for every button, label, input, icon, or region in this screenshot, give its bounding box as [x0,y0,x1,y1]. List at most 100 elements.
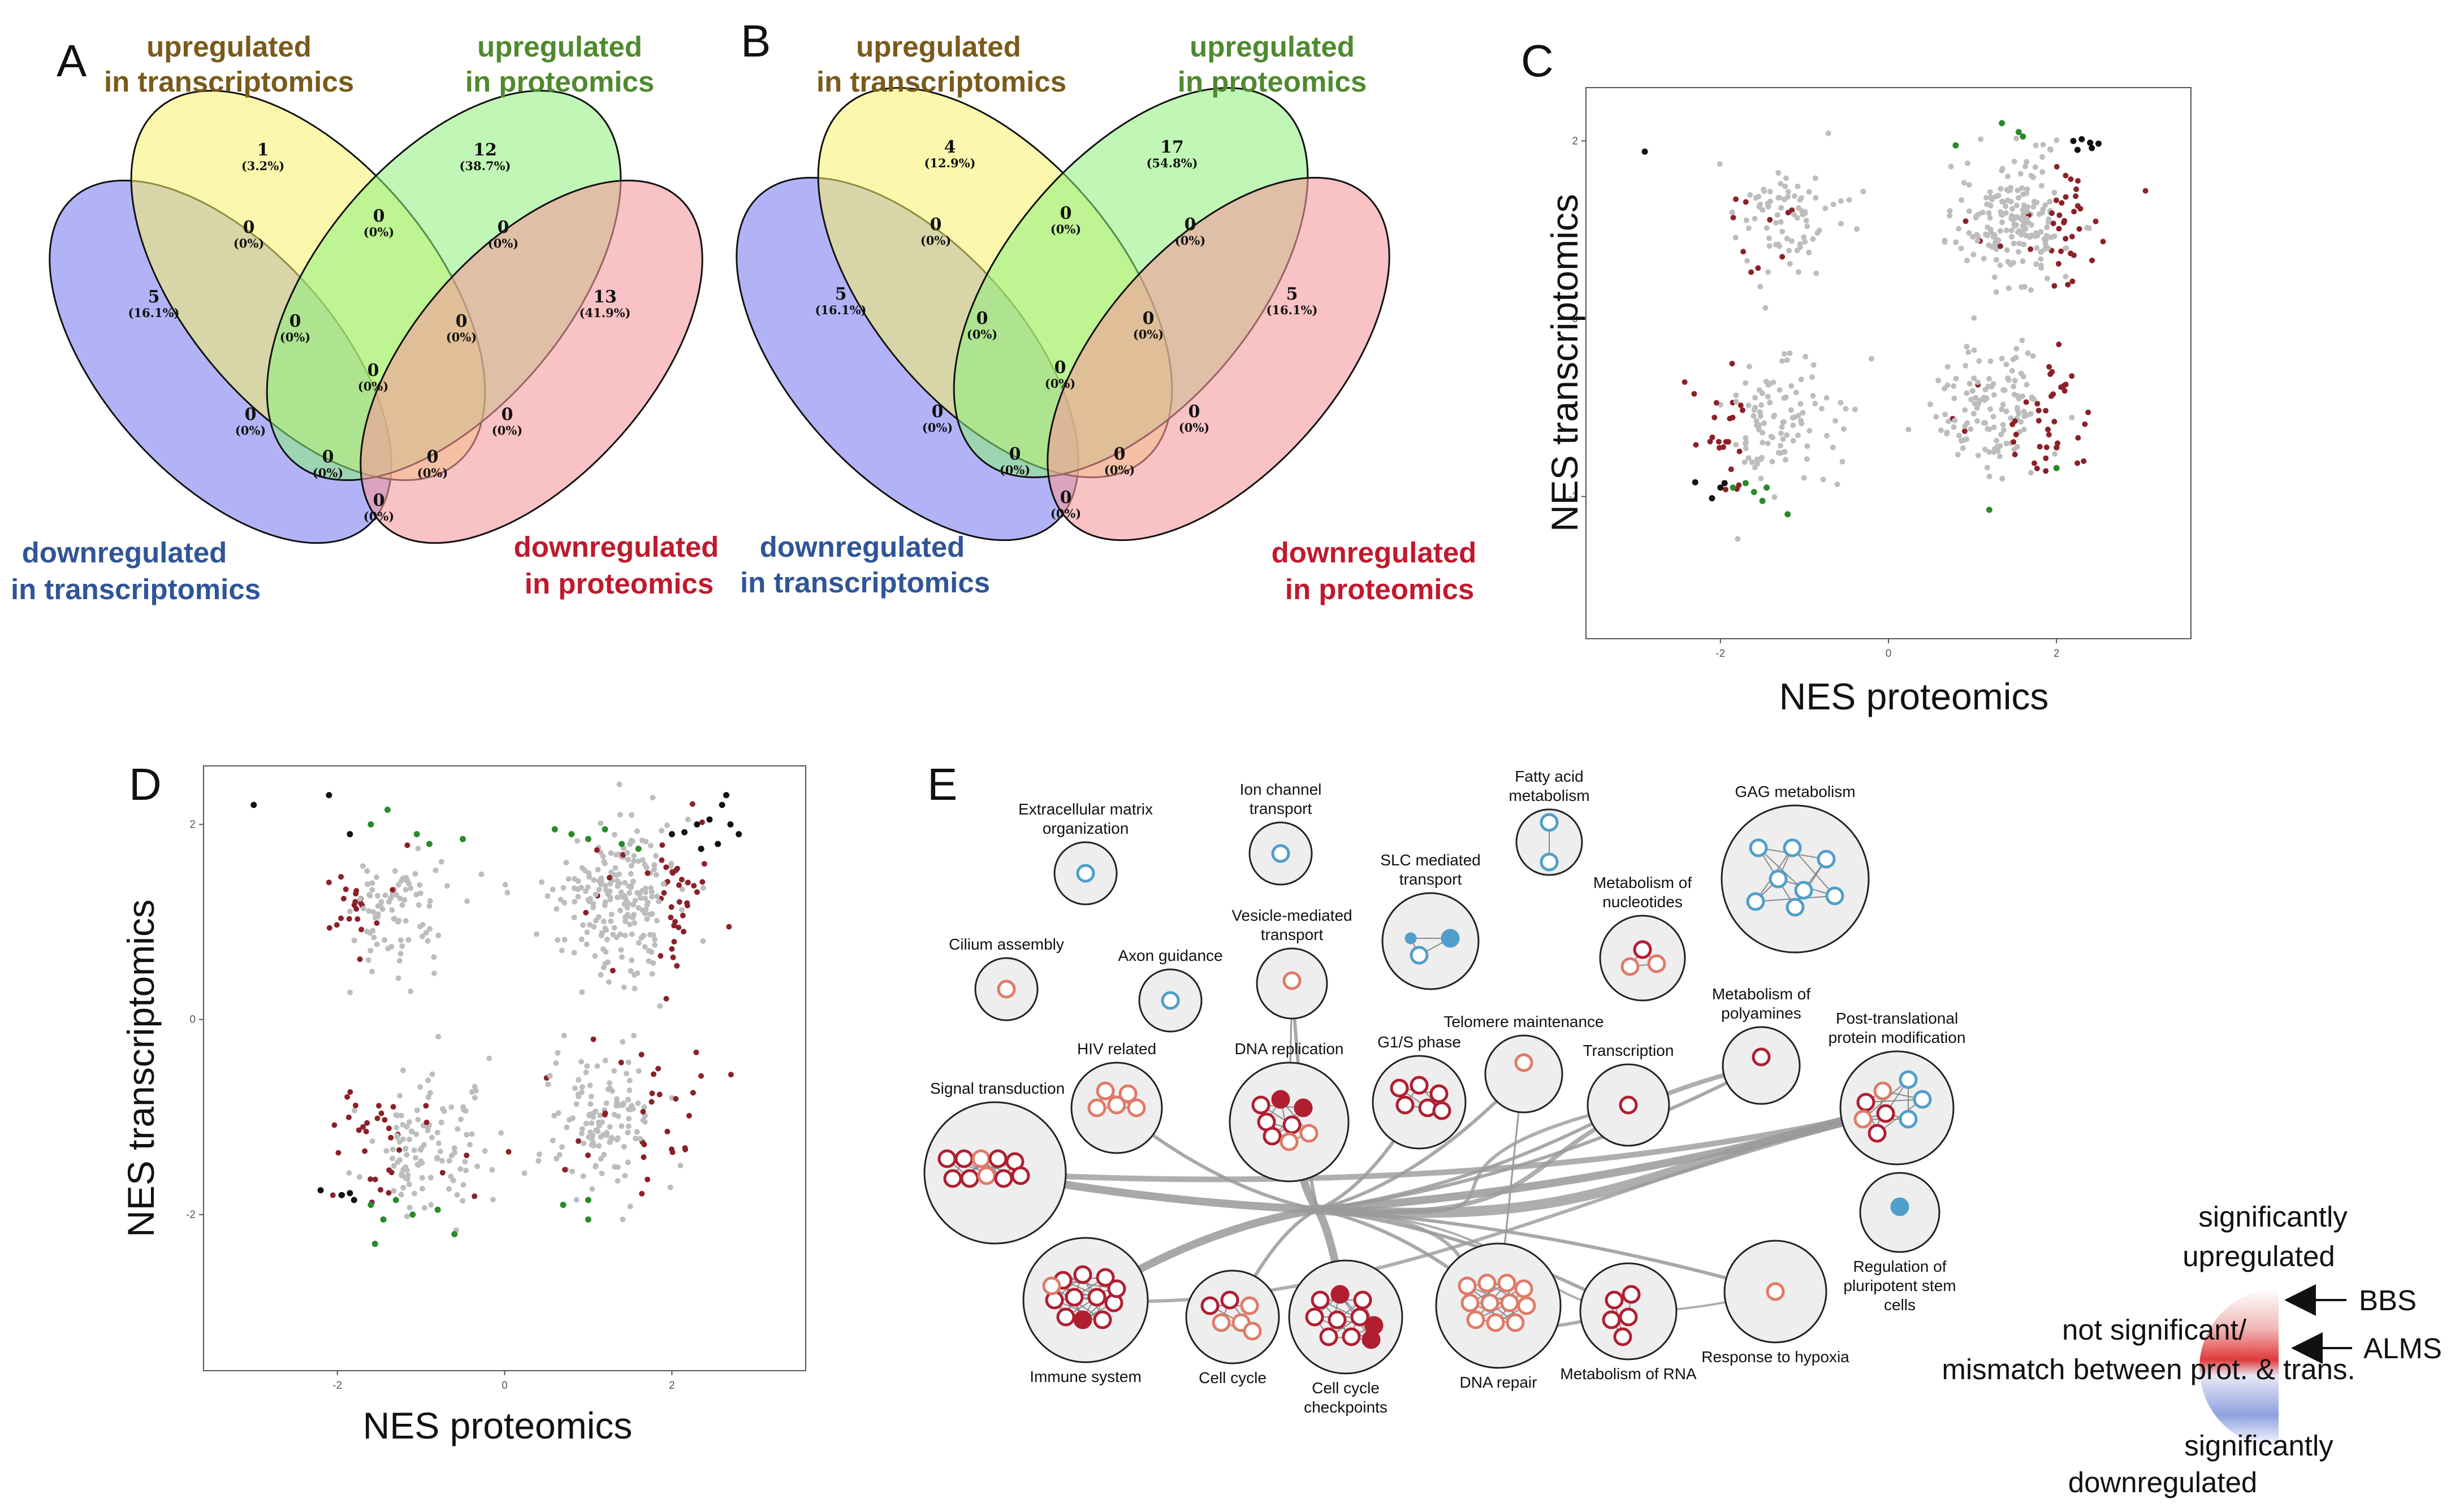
panel-label-c: C [1521,36,1554,86]
scatter-c-point [1779,424,1785,430]
network-node [1766,1282,1785,1301]
scatter-c-point [1964,344,1970,350]
scatter-d-point [425,1077,431,1084]
scatter-d-point [626,1077,633,1084]
scatter-c-point [1854,226,1860,232]
scatter-d-point [374,893,381,899]
scatter-c-point [2013,135,2020,141]
panel-label-e: E [927,759,957,809]
network-node [1890,1197,1909,1216]
scatter-d-point [579,989,585,995]
scatter-c-point [2042,202,2048,208]
scatter-d-point [572,1085,578,1091]
scatter-c-point [2020,393,2026,399]
venn-a-count-blue-red: 0 [373,491,385,510]
scatter-c-point [1758,402,1765,408]
network-node [1096,1268,1115,1287]
cluster-hypoxia-label: Response to hypoxia [1701,1348,1849,1366]
network-node [1410,946,1429,965]
scatter-c-point [1991,392,1997,398]
venn-a-title-down-trans-1: downregulated [22,536,227,569]
venn-a-count-yellow-green-red: 0 [456,311,468,331]
venn-a-count-red-only: 13 [593,287,617,307]
scatter-c-point [1946,418,1952,424]
scatter-d-point [640,1108,646,1115]
scatter-d-point [674,963,680,969]
scatter-d-point [644,902,650,908]
scatter-d-point [690,1090,696,1096]
venn-a-pct-yellow-green-red: (0%) [446,330,477,344]
scatter-c-point [1997,262,2003,268]
scatter-c-point [1773,220,1779,226]
venn-b-title-up-prot-2: in proteomics [1178,66,1367,98]
venn-b-pct-yellow-green-red: (0%) [1133,327,1164,341]
venn-b-pct-blue-red: (0%) [1051,506,1081,521]
scatter-d-point [579,1130,585,1137]
scatter-d-point [573,1101,580,1107]
scatter-c-point [2081,458,2087,464]
scatter-c-point [1682,379,1688,385]
scatter-c-point [2022,163,2028,170]
scatter-d-point-black [723,792,729,799]
scatter-c-point [2052,451,2058,457]
cluster-ptm-bubble [1839,1050,1955,1166]
scatter-c-point-green [1742,480,1749,487]
scatter-c-point [1728,466,1734,473]
scatter-d-point [615,1164,621,1170]
scatter-c-point [2018,370,2024,376]
scatter-c-point [1756,422,1762,428]
scatter-d-point [340,895,347,902]
scatter-d-point [593,891,599,898]
scatter-c-point [2023,399,2029,405]
scatter-d-point [670,954,676,960]
scatter-d-point [343,886,349,893]
scatter-d-point [374,920,380,926]
network-node [1127,1098,1146,1117]
scatter-c-point [1757,284,1764,289]
scatter-d-point [386,1125,392,1132]
scatter-d-point [464,1132,470,1138]
scatter-c-point [1942,237,1948,244]
scatter-d-point-black [668,831,675,838]
scatter-d-point [596,886,602,893]
scatter-d-point [576,1077,582,1083]
scatter-d-point [505,1149,512,1155]
scatter-c-xlabel: NES proteomics [1779,675,2049,717]
scatter-d-point [448,1104,455,1110]
scatter-d-point [438,859,444,865]
scatter-d-point [418,1158,424,1164]
venn-a-count-yellow-red: 0 [502,405,513,424]
scatter-d-point [551,1112,557,1119]
scatter-d-point [607,889,613,895]
scatter-c-point [2000,401,2006,408]
scatter-d-point [607,1137,613,1143]
scatter-c-point [1783,457,1788,463]
scatter-c-point [1693,442,1699,448]
scatter-c-point-black [2070,137,2077,144]
venn-a-counts: 1(3.2%)12(38.7%)5(16.1%)13(41.9%)0(0%)0(… [128,140,631,523]
scatter-c-point [2063,236,2069,242]
scatter-c-point [2028,411,2034,417]
scatter-c-point [2086,225,2092,231]
scatter-d-point [397,1093,403,1099]
scatter-d-point [356,1174,362,1180]
scatter-c-point [1733,398,1739,405]
scatter-d-point [603,1100,610,1106]
scatter-c-point [1797,401,1804,407]
scatter-c-point [1962,407,1968,413]
scatter-d-point [352,1107,357,1114]
scatter-d-point [586,922,593,928]
scatter-c-point [2008,185,2014,191]
scatter-d-point [602,899,608,905]
scatter-c-point [2037,444,2043,450]
scatter-c-point [1955,452,1961,458]
scatter-d-point [420,922,426,928]
scatter-d-point [643,838,649,844]
scatter-c-point [1963,218,1969,224]
cluster-polyamines-label: Metabolism of [1712,985,1811,1003]
scatter-c-point [1933,414,1939,420]
cluster-gag: GAG metabolism [1721,783,1870,954]
scatter-c-point [1771,494,1778,500]
scatter-c-point [1707,439,1713,445]
